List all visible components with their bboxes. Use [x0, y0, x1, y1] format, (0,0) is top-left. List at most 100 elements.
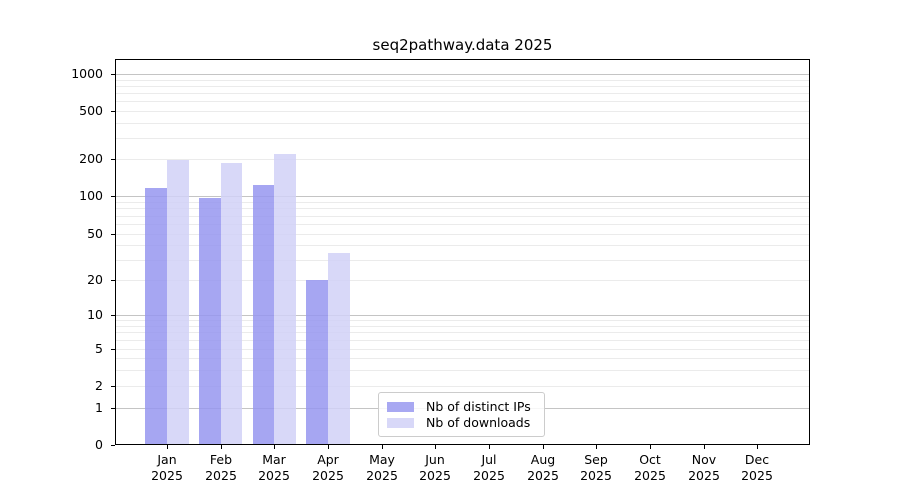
gridline-minor — [116, 332, 809, 333]
gridline-minor — [116, 138, 809, 139]
legend-swatch-downloads — [387, 418, 414, 428]
x-tick-label-line: Aug — [530, 452, 556, 467]
x-tick-mark — [274, 445, 275, 449]
gridline-minor — [116, 320, 809, 321]
gridline-minor — [116, 202, 809, 203]
y-tick-mark — [111, 349, 115, 350]
y-tick-label: 10 — [87, 307, 103, 322]
x-tick-label: Feb 2025 — [193, 452, 249, 483]
x-tick-label-line: Jul — [481, 452, 497, 467]
x-tick-label-line: 2025 — [688, 467, 720, 483]
x-tick-label: Apr 2025 — [300, 452, 356, 483]
y-tick-mark — [111, 408, 115, 409]
legend: Nb of distinct IPs Nb of downloads — [378, 392, 545, 437]
y-tick-label: 500 — [79, 103, 103, 118]
x-tick-label-line: May — [369, 452, 395, 467]
bar-downloads-jan — [167, 159, 189, 445]
gridline-minor — [116, 245, 809, 246]
x-tick-label-line: Sep — [584, 452, 608, 467]
y-tick-mark — [111, 159, 115, 160]
y-tick-label: 1 — [95, 400, 103, 415]
y-tick-mark — [111, 234, 115, 235]
y-tick-label: 100 — [79, 188, 103, 203]
legend-label-distinct-ips: Nb of distinct IPs — [426, 399, 531, 414]
x-tick-mark — [650, 445, 651, 449]
x-tick-label-line: 2025 — [312, 467, 344, 483]
x-tick-label-line: Jan — [157, 452, 177, 467]
y-tick-mark — [111, 386, 115, 387]
x-tick-label-line: Feb — [209, 452, 233, 467]
bar-distinct-ips-jan — [145, 187, 167, 445]
bar-downloads-feb — [220, 162, 243, 445]
gridline-minor — [116, 159, 809, 160]
bar-distinct-ips-mar — [252, 184, 275, 445]
x-tick-label: Jun 2025 — [407, 452, 463, 483]
gridline-major — [116, 315, 809, 316]
x-tick-label: Jul 2025 — [461, 452, 517, 483]
gridline-minor — [116, 208, 809, 209]
legend-swatch-distinct-ips — [387, 402, 414, 412]
x-tick-label-line: 2025 — [366, 467, 398, 483]
x-tick-label: Jan 2025 — [139, 452, 195, 483]
x-tick-mark — [328, 445, 329, 449]
y-tick-mark — [111, 196, 115, 197]
bar-distinct-ips-apr — [306, 280, 328, 445]
gridline-major — [116, 74, 809, 75]
y-tick-mark — [111, 111, 115, 112]
x-tick-mark — [489, 445, 490, 449]
x-tick-mark — [757, 445, 758, 449]
x-tick-label-line: Dec — [744, 452, 770, 467]
legend-item-downloads: Nb of downloads — [387, 415, 536, 431]
x-tick-label: Nov 2025 — [676, 452, 732, 483]
x-tick-label: Dec 2025 — [729, 452, 785, 483]
x-tick-label-line: 2025 — [419, 467, 451, 483]
legend-item-distinct-ips: Nb of distinct IPs — [387, 399, 536, 415]
x-tick-mark — [221, 445, 222, 449]
y-tick-label: 0 — [95, 437, 103, 452]
x-tick-label-line: Oct — [639, 452, 661, 467]
x-tick-label-line: Apr — [317, 452, 339, 467]
gridline-minor — [116, 386, 809, 387]
bar-distinct-ips-feb — [198, 197, 221, 445]
y-tick-mark — [111, 74, 115, 75]
y-tick-label: 1000 — [71, 66, 103, 81]
x-tick-mark — [435, 445, 436, 449]
x-tick-mark — [704, 445, 705, 449]
x-tick-mark — [382, 445, 383, 449]
gridline-minor — [116, 234, 809, 235]
x-tick-label-line: 2025 — [741, 467, 773, 483]
gridline-minor — [116, 86, 809, 87]
gridline-minor — [116, 93, 809, 94]
gridline-minor — [116, 224, 809, 225]
x-tick-label-line: Nov — [691, 452, 717, 467]
gridline-minor — [116, 326, 809, 327]
x-tick-label-line: 2025 — [473, 467, 505, 483]
y-tick-mark — [111, 315, 115, 316]
x-tick-label-line: 2025 — [580, 467, 612, 483]
gridline-minor — [116, 260, 809, 261]
gridline-minor — [116, 101, 809, 102]
gridline-minor — [116, 349, 809, 350]
gridline-minor — [116, 340, 809, 341]
x-tick-label: Mar 2025 — [246, 452, 302, 483]
x-tick-label-line: Mar — [262, 452, 286, 467]
x-tick-label-line: 2025 — [527, 467, 559, 483]
bar-downloads-apr — [328, 253, 350, 445]
chart-title: seq2pathway.data 2025 — [372, 36, 553, 54]
y-tick-label: 50 — [87, 226, 103, 241]
y-tick-label: 5 — [95, 341, 103, 356]
x-tick-mark — [596, 445, 597, 449]
y-tick-mark — [111, 280, 115, 281]
x-tick-label-line: Jun — [425, 452, 445, 467]
gridline-minor — [116, 370, 809, 371]
gridline-minor — [116, 216, 809, 217]
x-tick-label-line: 2025 — [205, 467, 237, 483]
x-tick-label: May 2025 — [354, 452, 410, 483]
x-tick-label-line: 2025 — [634, 467, 666, 483]
x-tick-label: Sep 2025 — [568, 452, 624, 483]
gridline-minor — [116, 123, 809, 124]
x-tick-label-line: 2025 — [258, 467, 290, 483]
gridline-major — [116, 196, 809, 197]
bar-downloads-mar — [274, 154, 297, 445]
